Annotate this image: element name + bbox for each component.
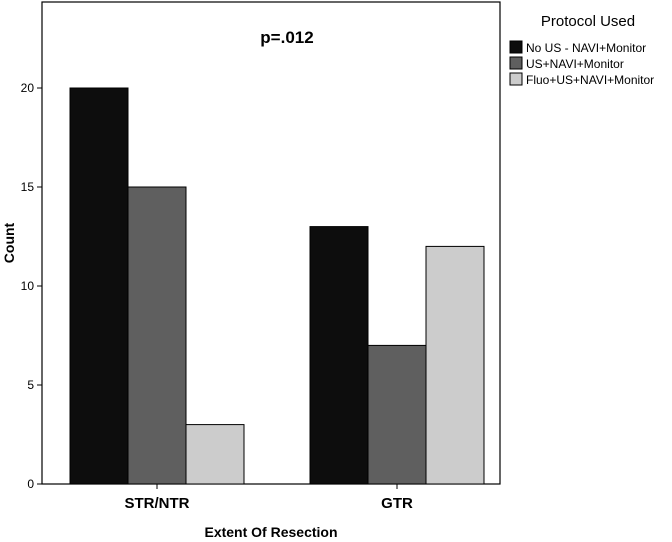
x-axis-title: Extent Of Resection (204, 524, 337, 540)
legend-title: Protocol Used (541, 13, 635, 30)
bar-gtr-no-us-navi-monitor (309, 226, 369, 485)
p-value-annotation: p=.012 (260, 28, 313, 47)
y-tick-label-20: 20 (21, 81, 35, 95)
bar-gtr-us-navi-monitor (367, 344, 427, 485)
legend: Protocol Used No US - NAVI+Monitor US+NAV… (509, 13, 654, 87)
y-tick-label-5: 5 (27, 378, 34, 392)
bar-str-ntr-fluo-us-navi-monitor (185, 424, 245, 485)
legend-label-us-navi-monitor: US+NAVI+Monitor (526, 57, 624, 71)
legend-label-no-us-navi-monitor: No US - NAVI+Monitor (526, 41, 646, 55)
bars-group (69, 87, 485, 485)
y-axis-title: Count (1, 222, 17, 263)
legend-swatch-us-navi-monitor (509, 56, 523, 70)
y-axis: 0 5 10 15 20 (21, 81, 42, 491)
legend-swatch-fluo-us-navi-monitor (509, 72, 523, 86)
legend-swatch-no-us-navi-monitor (509, 40, 523, 54)
legend-items: No US - NAVI+Monitor US+NAVI+Monitor Fluo+… (509, 40, 654, 87)
x-axis: STR/NTR GTR (125, 484, 413, 512)
y-tick-label-10: 10 (21, 279, 35, 293)
y-tick-label-15: 15 (21, 180, 35, 194)
bar-str-ntr-no-us-navi-monitor (69, 87, 129, 485)
y-tick-label-0: 0 (27, 477, 34, 491)
bar-gtr-fluo-us-navi-monitor (425, 245, 485, 485)
x-tick-label-str-ntr: STR/NTR (125, 495, 190, 512)
legend-label-fluo-us-navi-monitor: Fluo+US+NAVI+Monitor (526, 73, 654, 87)
plot-frame (41, 1, 501, 485)
plot-area: 0 5 10 15 20 STR/NTR GTR (21, 1, 501, 512)
bar-str-ntr-us-navi-monitor (127, 186, 187, 485)
x-tick-label-gtr: GTR (381, 495, 413, 512)
